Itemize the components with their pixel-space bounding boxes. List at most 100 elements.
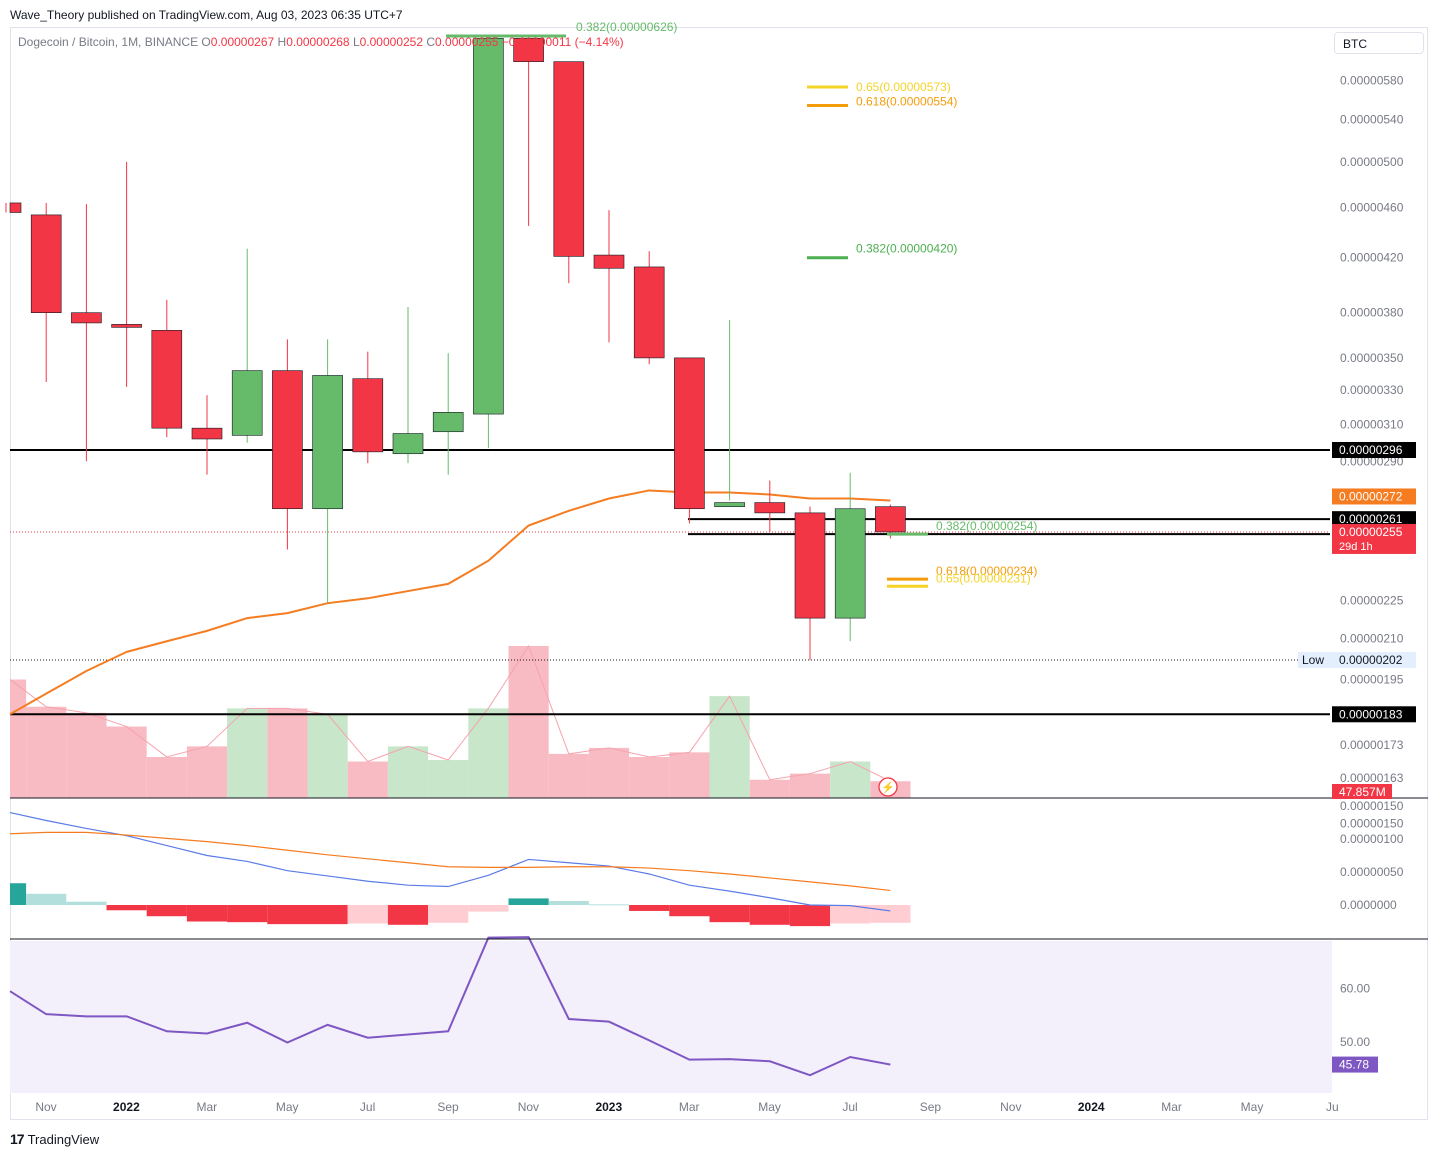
volume-area <box>709 696 750 798</box>
volume-area <box>66 712 107 798</box>
publisher-line: Wave_Theory published on TradingView.com… <box>10 8 403 22</box>
time-axis-label: 2023 <box>595 1100 622 1114</box>
volume-area <box>428 760 469 798</box>
rsi-value-tag <box>1332 1056 1378 1073</box>
candle-body <box>513 38 544 62</box>
candle-body <box>151 330 183 429</box>
chart-frame <box>10 27 1428 1120</box>
macd-histogram-bar <box>387 905 429 925</box>
ema-line <box>9 489 891 716</box>
price-axis-label: 0.00000210 <box>1340 632 1404 646</box>
macd-histogram-bar <box>468 905 509 912</box>
volume-area <box>468 708 509 798</box>
volume-area <box>186 746 228 798</box>
time-axis-label: 2022 <box>113 1100 140 1114</box>
price-axis-label: 0.00000195 <box>1340 672 1404 686</box>
price-axis-label: 0.00000330 <box>1340 383 1404 397</box>
candle-body <box>593 254 625 269</box>
candle-body <box>30 214 62 314</box>
time-axis-label: May <box>276 1100 299 1114</box>
level-tag <box>1332 442 1416 458</box>
macd-histogram-bar <box>106 905 147 911</box>
currency-selector[interactable]: BTC <box>1334 32 1424 54</box>
high-value: 0.00000268 <box>286 35 350 49</box>
fib-level-label: 0.618(0.00000554) <box>856 95 957 109</box>
volume-area <box>588 747 630 798</box>
volume-area <box>347 761 388 798</box>
ema-value-tag <box>1332 488 1416 505</box>
candle-body <box>312 375 343 510</box>
price-axis-label: 0.00000310 <box>1340 418 1404 432</box>
volume-value-label: 47.857M <box>1339 785 1386 799</box>
time-axis-label: Sep <box>437 1100 459 1114</box>
time-axis-label: Mar <box>1161 1100 1182 1114</box>
macd-histogram-bar <box>66 901 107 905</box>
macd-line <box>9 812 891 912</box>
volume-value-tag <box>1332 784 1392 799</box>
macd-histogram-bar <box>830 905 871 924</box>
candle-body <box>392 433 424 455</box>
time-axis-label: Mar <box>679 1100 700 1114</box>
high-label: H <box>277 35 287 49</box>
price-axis-label: 0.00000420 <box>1340 251 1404 265</box>
candle-countdown-label: 29d 1h <box>1339 541 1373 553</box>
macd-histogram-bar <box>548 901 589 905</box>
tradingview-logo-text: TradingView <box>27 1131 100 1147</box>
tradingview-logo[interactable]: 17 TradingView <box>10 1131 99 1147</box>
rsi-value-label: 45.78 <box>1339 1058 1369 1072</box>
symbol-legend: Dogecoin / Bitcoin, 1M, BINANCE O 0.00000… <box>18 35 624 49</box>
candle-body <box>473 38 504 415</box>
volume-area <box>146 756 187 798</box>
macd-histogram-bar <box>347 905 388 924</box>
candle-body <box>553 61 585 257</box>
level-tag-label: 0.00000261 <box>1339 512 1403 526</box>
time-axis-label: Nov <box>518 1100 539 1114</box>
time-axis-label: May <box>758 1100 781 1114</box>
close-value: 0.00000255 <box>435 35 499 49</box>
time-axis-label: 2024 <box>1078 1100 1105 1114</box>
volume-line <box>9 644 891 782</box>
price-axis-label: 0.00000150 <box>1340 817 1404 831</box>
macd-histogram-bar <box>789 905 831 927</box>
candle-body <box>432 412 464 433</box>
candle-body <box>674 357 705 510</box>
volume-area <box>789 773 831 798</box>
fib-level-label: 0.618(0.00000234) <box>936 564 1037 578</box>
level-tag-label: 0.00000183 <box>1339 707 1403 721</box>
open-label: O <box>201 35 211 49</box>
candle-body <box>834 508 866 619</box>
candle-body <box>633 266 665 359</box>
close-label: C <box>426 35 436 49</box>
symbol-name: Dogecoin / Bitcoin, 1M, BINANCE <box>18 35 199 49</box>
current-price-tag <box>1332 523 1416 554</box>
fib-level-label: 0.65(0.00000231) <box>936 571 1031 585</box>
level-tag <box>1332 511 1416 528</box>
tradingview-logo-icon: 17 <box>10 1131 25 1147</box>
macd-axis-label: 0.00000150 <box>1340 799 1404 813</box>
macd-histogram-bar <box>26 893 67 905</box>
volume-area <box>629 756 670 798</box>
macd-histogram-bar <box>186 905 228 922</box>
macd-histogram-bar <box>428 905 469 923</box>
candle-body <box>71 312 102 324</box>
candle-body <box>111 324 142 328</box>
price-axis-label: 0.00000540 <box>1340 113 1404 127</box>
macd-histogram-bar <box>588 904 630 906</box>
macd-histogram-bar <box>267 905 308 925</box>
fib-level-label: 0.382(0.00000420) <box>856 242 957 256</box>
level-tag-label: 0.00000296 <box>1339 443 1403 457</box>
volume-area <box>669 752 710 798</box>
candle-body <box>272 370 303 510</box>
macd-histogram-bar <box>749 905 790 925</box>
fib-level-label: 0.65(0.00000573) <box>856 80 951 94</box>
fib-level-label: 0.382(0.00000626) <box>576 20 677 34</box>
current-price-label: 0.00000255 <box>1339 525 1403 539</box>
rsi-band <box>10 941 1332 1093</box>
macd-histogram-bar <box>629 905 670 911</box>
candle-body <box>875 506 906 533</box>
lightning-icon-glyph: ⚡ <box>881 781 895 794</box>
macd-histogram-bar <box>227 905 268 923</box>
low-label: L <box>352 35 360 49</box>
macd-axis-label: 0.00000100 <box>1340 832 1404 846</box>
